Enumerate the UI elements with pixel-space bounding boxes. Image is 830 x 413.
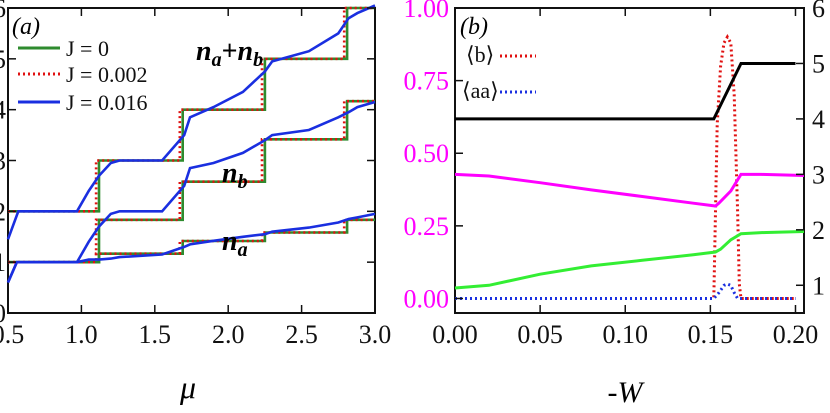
series-b-3 [454,172,805,208]
panel-b-frame [454,7,805,314]
series-b-4 [454,230,805,290]
y-tick-label-b-right: 5 [812,49,825,78]
panel-a-plot-area [6,4,376,284]
legend-label-j0: J = 0 [66,36,109,61]
x-axis-label-a: μ [179,369,196,405]
y-tick-label-a: 3 [0,147,6,176]
y-tick-label-b-right: 1 [812,271,825,300]
panel-b: 0.00 0.05 0.10 0.15 0.20 0.00 0.25 0.50 0.75 1.00… [404,0,826,409]
y-tick-label-a: 5 [0,45,6,74]
panel-b-ticks: 0.00 0.05 0.10 0.15 0.20 0.00 0.25 0.50 0.75 1.00… [404,0,826,349]
y-tick-label-b-right: 4 [812,105,825,134]
y-tick-label-b-left: 0.25 [404,212,450,241]
y-tick-label-b-left: 0.00 [404,284,450,313]
y-tick-label-a: 2 [0,197,6,226]
series-b-0 [455,33,796,300]
curve-label-na: na [222,226,248,261]
panel-a: 0.5 1.0 1.5 2.0 2.5 3.0 0 1 2 3 4 5 6 (a) μ J = 0 J … [0,0,391,405]
legend-label-j0002: J = 0.002 [66,62,147,87]
x-tick-label-b: 0.05 [517,320,563,349]
x-tick-label-a: 3.0 [359,320,392,349]
x-tick-label-a: 0.5 [0,320,24,349]
panel-a-frame [7,7,376,314]
x-tick-label-b: 0.00 [432,320,478,349]
y-tick-label-b-right: 3 [812,160,825,189]
series-b-2 [455,62,796,121]
y-tick-label-b-left: 0.75 [404,67,450,96]
legend-label-j0016: J = 0.016 [66,90,147,115]
x-tick-label-b: 0.10 [602,320,648,349]
legend-b: ⟨b⟩ ⟨aa⟩ [462,42,536,103]
series-b-1 [455,282,796,300]
x-tick-label-a: 1.0 [65,320,98,349]
y-tick-label-a: 0 [0,299,6,328]
panel-a-label: (a) [12,14,40,40]
series-na-2 [6,212,376,284]
y-tick-label-a: 1 [0,248,6,277]
series-total-0 [8,6,375,213]
legend-a: J = 0 J = 0.002 J = 0.016 [18,36,147,115]
x-tick-label-b: 0.20 [773,320,819,349]
x-tick-label-a: 1.5 [139,320,172,349]
x-tick-label-a: 2.5 [285,320,318,349]
panel-b-plot-area [454,33,805,300]
panel-a-ticks: 0.5 1.0 1.5 2.0 2.5 3.0 0 1 2 3 4 5 6 [0,0,391,349]
series-na-0 [8,218,375,264]
y-tick-label-b-right: 6 [812,0,825,23]
x-axis-label-b: -W [608,376,646,409]
y-tick-label-b-left: 1.00 [404,0,450,23]
curve-label-nb: nb [222,158,248,193]
panel-b-label: (b) [460,14,488,40]
legend-label-b: ⟨b⟩ [466,42,494,67]
y-tick-label-b-left: 0.50 [404,139,450,168]
series-nb-2 [6,100,376,284]
y-tick-label-b-right: 2 [812,216,825,245]
series-total-2 [6,4,376,240]
y-tick-label-a: 6 [0,0,6,23]
legend-label-aa: ⟨aa⟩ [462,78,499,103]
curve-label-total: na+nb [196,36,263,71]
x-tick-label-b: 0.15 [688,320,734,349]
x-tick-label-a: 2.0 [212,320,245,349]
y-tick-label-a: 4 [0,96,6,125]
